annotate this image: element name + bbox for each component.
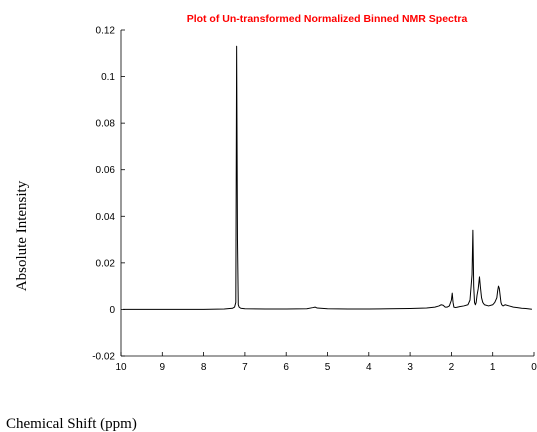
y-tick-label: -0.02: [92, 352, 115, 363]
x-tick-label: 5: [325, 362, 331, 373]
x-axis-label: Chemical Shift (ppm): [6, 416, 137, 432]
y-tick-label: 0.1: [101, 72, 115, 83]
y-tick-label: 0.04: [96, 212, 116, 223]
x-tick-label: 8: [201, 362, 207, 373]
x-tick-label: 7: [242, 362, 248, 373]
y-tick-label: 0.02: [96, 258, 116, 269]
x-tick-label: 2: [449, 362, 455, 373]
x-tick-label: 4: [366, 362, 372, 373]
y-axis-label: Absolute Intensity: [14, 180, 30, 291]
spectrum-line: [123, 45, 532, 310]
x-tick-label: 10: [115, 362, 127, 373]
y-tick-label: 0.12: [96, 26, 116, 37]
y-ticks: -0.02 0 0.02 0.04 0.06 0.08 0.1 0.12: [92, 26, 125, 363]
x-tick-label: 6: [283, 362, 289, 373]
axes: [120, 30, 534, 357]
x-tick-label: 9: [160, 362, 166, 373]
y-tick-label: 0.08: [96, 119, 116, 130]
y-tick-label: 0: [109, 305, 115, 316]
x-tick-label: 0: [531, 362, 537, 373]
x-tick-label: 1: [490, 362, 496, 373]
x-ticks: 10 9 8 7 6 5 4 3 2 1 0: [115, 352, 537, 373]
x-tick-label: 3: [407, 362, 413, 373]
chart-title: Plot of Un-transformed Normalized Binned…: [187, 13, 468, 25]
y-tick-label: 0.06: [96, 165, 116, 176]
